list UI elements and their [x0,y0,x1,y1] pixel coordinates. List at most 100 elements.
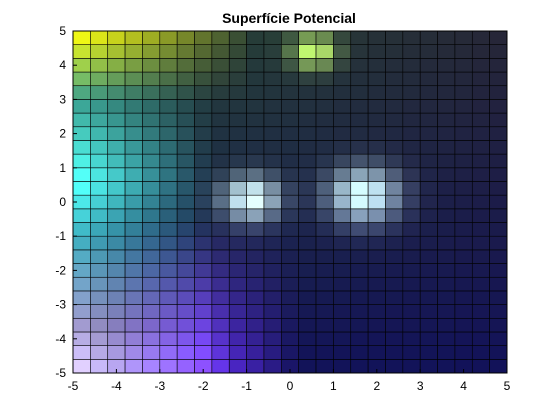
heatmap-cell [316,140,333,154]
heatmap-cell [264,332,281,346]
heatmap-cell [229,305,246,319]
heatmap-cell [73,277,90,291]
heatmap-cell [108,264,125,278]
heatmap-cell [333,264,350,278]
heatmap-cell [385,58,402,72]
heatmap-cell [108,168,125,182]
heatmap-cell [195,58,212,72]
heatmap-cell [90,195,107,209]
heatmap-cell [160,113,177,127]
heatmap-cell [299,72,316,86]
heatmap-cell [160,99,177,113]
heatmap-cell [351,250,368,264]
heatmap-cell [351,223,368,237]
heatmap-cell [368,72,385,86]
heatmap-cell [420,127,437,141]
heatmap-cell [368,305,385,319]
heatmap-cell [264,140,281,154]
heatmap-cell [108,318,125,332]
heatmap-cell [316,236,333,250]
heatmap-cell [490,332,507,346]
x-tick-label: -4 [111,379,122,393]
heatmap-cell [438,359,455,373]
heatmap-cell [247,332,264,346]
heatmap-cell [455,154,472,168]
heatmap-cell [281,209,298,223]
heatmap-cell [142,195,159,209]
heatmap-cell [177,250,194,264]
heatmap-cell [472,291,489,305]
heatmap-cell [403,99,420,113]
heatmap-cell [108,113,125,127]
heatmap-cell [160,305,177,319]
heatmap-cells [73,31,507,373]
heatmap-cell [212,58,229,72]
heatmap-cell [229,332,246,346]
heatmap-cell [177,99,194,113]
heatmap-cell [420,58,437,72]
heatmap-cell [455,127,472,141]
heatmap-cell [160,250,177,264]
heatmap-cell [160,223,177,237]
heatmap-cell [125,223,142,237]
heatmap-cell [385,113,402,127]
heatmap-cell [385,99,402,113]
heatmap-cell [212,127,229,141]
heatmap-cell [368,86,385,100]
heatmap-cell [160,31,177,45]
heatmap-cell [438,31,455,45]
y-tick-label: -2 [55,263,66,277]
heatmap-cell [316,154,333,168]
heatmap-cell [368,168,385,182]
heatmap-cell [490,318,507,332]
heatmap-cell [333,181,350,195]
heatmap-cell [472,86,489,100]
heatmap-cell [403,168,420,182]
heatmap-cell [125,346,142,360]
heatmap-cell [472,346,489,360]
heatmap-cell [108,72,125,86]
heatmap-cell [299,99,316,113]
heatmap-cell [142,181,159,195]
heatmap-cell [177,181,194,195]
heatmap-cell [316,86,333,100]
heatmap-cell [125,264,142,278]
heatmap-cell [333,45,350,59]
heatmap-cell [299,31,316,45]
heatmap-cell [229,72,246,86]
heatmap-cell [142,113,159,127]
heatmap-cell [125,195,142,209]
heatmap-cell [368,154,385,168]
heatmap-cell [73,346,90,360]
heatmap-cell [316,127,333,141]
y-tick-label: -3 [55,298,66,312]
heatmap-cell [490,140,507,154]
heatmap-cell [385,332,402,346]
heatmap-cell [455,181,472,195]
heatmap-cell [299,264,316,278]
heatmap-cell [247,264,264,278]
heatmap-cell [195,264,212,278]
heatmap-cell [125,250,142,264]
heatmap-cell [177,346,194,360]
heatmap-cell [438,154,455,168]
heatmap-cell [490,236,507,250]
heatmap-cell [351,181,368,195]
heatmap-cell [472,359,489,373]
heatmap-cell [195,346,212,360]
heatmap-cell [160,346,177,360]
heatmap-cell [212,99,229,113]
heatmap-cell [351,305,368,319]
heatmap-cell [264,45,281,59]
heatmap-cell [125,140,142,154]
heatmap-cell [90,58,107,72]
heatmap-cell [368,195,385,209]
heatmap-cell [264,264,281,278]
heatmap-cell [108,346,125,360]
heatmap-cell [108,31,125,45]
heatmap-cell [142,45,159,59]
heatmap-cell [490,113,507,127]
heatmap-cell [333,127,350,141]
heatmap-cell [420,140,437,154]
heatmap-cell [247,277,264,291]
